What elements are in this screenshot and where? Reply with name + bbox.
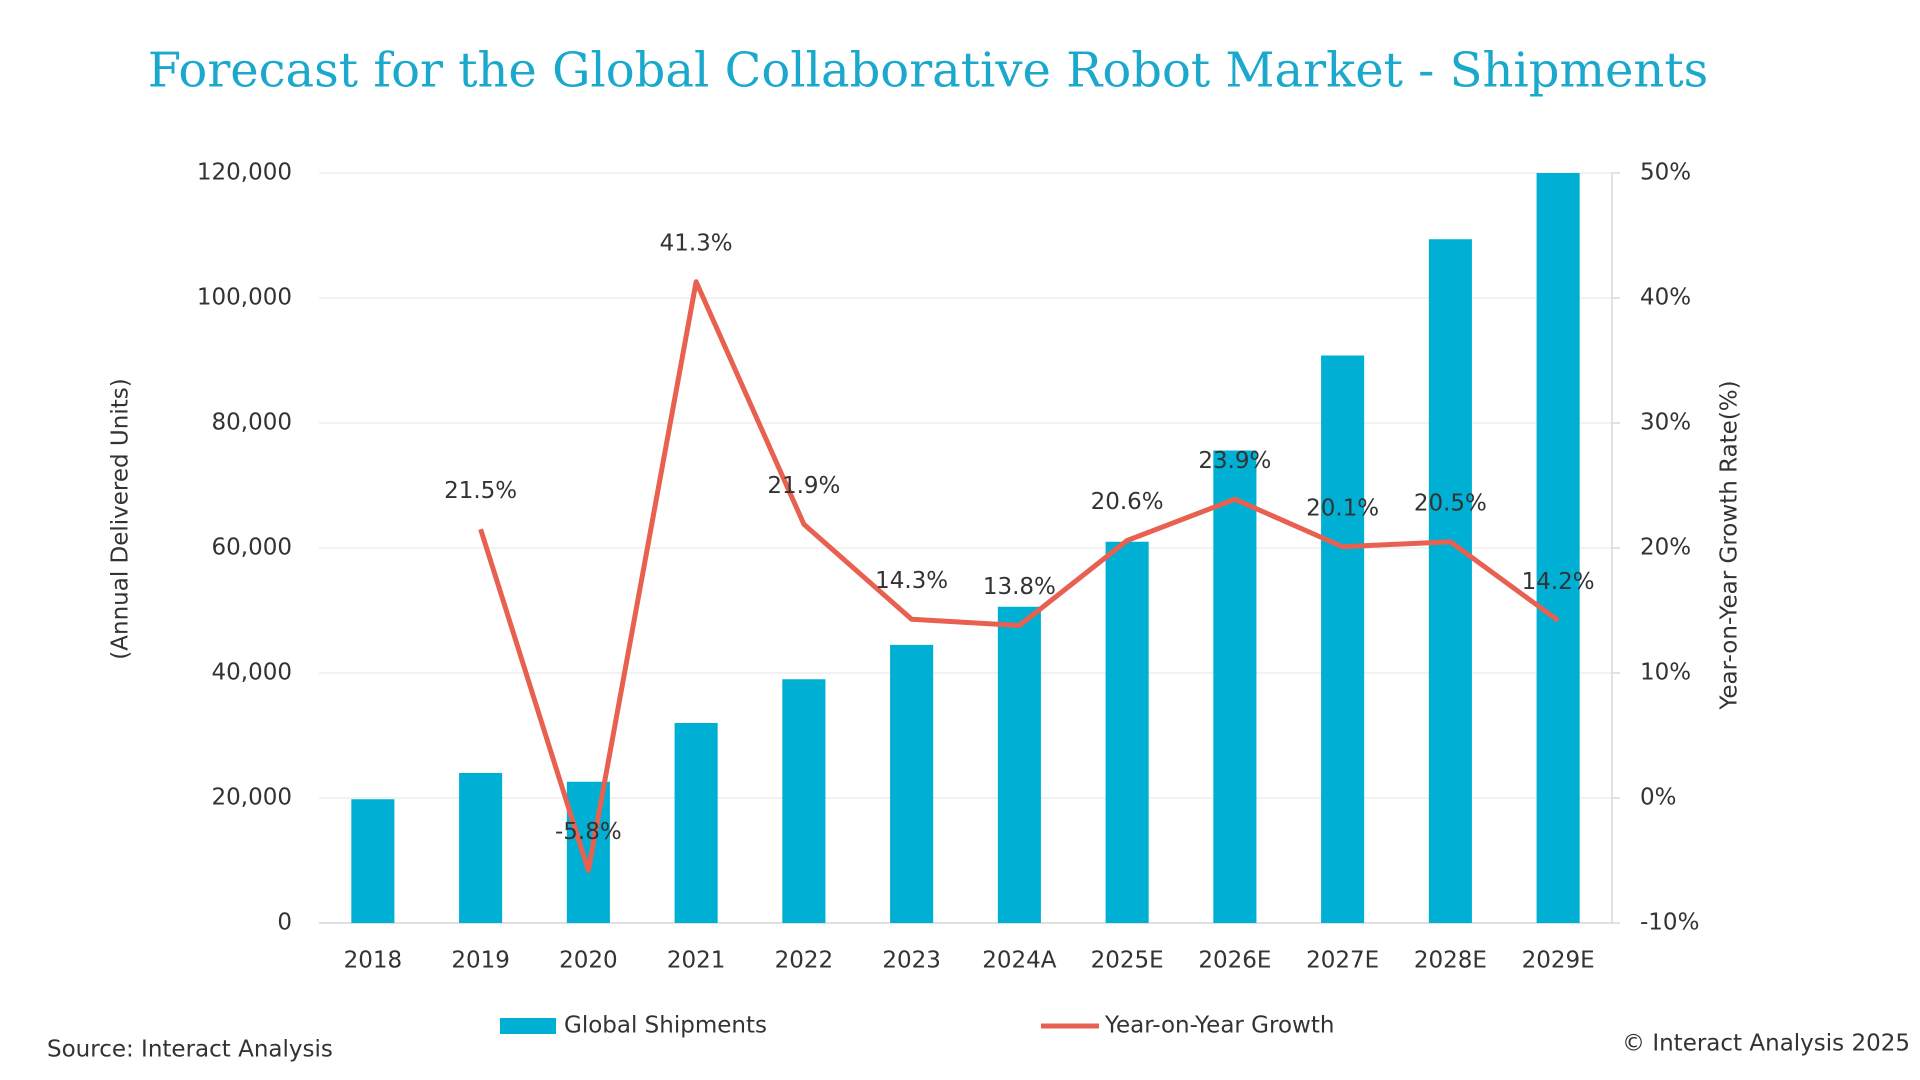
legend-label: Year-on-Year Growth	[1104, 1013, 1334, 1039]
legend-label: Global Shipments	[564, 1013, 767, 1039]
chart-title: Forecast for the Global Collaborative Ro…	[148, 43, 1709, 99]
y2-tick-label: -10%	[1640, 910, 1699, 936]
y2-tick-label: 0%	[1640, 785, 1677, 811]
x-tick-label: 2018	[344, 948, 403, 974]
x-tick-label: 2020	[559, 948, 618, 974]
y-tick-label: 0	[277, 910, 292, 936]
y2-tick-label: 30%	[1640, 410, 1691, 436]
x-tick-label: 2019	[451, 948, 510, 974]
bar	[997, 606, 1041, 923]
data-label: 20.6%	[1091, 489, 1164, 515]
source-note: Source: Interact Analysis	[47, 1037, 333, 1063]
credit-note: © Interact Analysis 2025	[1622, 1031, 1910, 1057]
bar	[1321, 355, 1365, 923]
x-tick-label: 2025E	[1091, 948, 1164, 974]
y2-tick-label: 20%	[1640, 535, 1691, 561]
y-tick-label: 100,000	[197, 285, 292, 311]
data-label: 21.5%	[444, 478, 517, 504]
bar	[1105, 541, 1149, 923]
x-tick-label: 2027E	[1306, 948, 1379, 974]
y2-tick-label: 40%	[1640, 285, 1691, 311]
y-tick-label: 40,000	[212, 660, 292, 686]
bar	[782, 679, 826, 923]
data-label: 20.1%	[1306, 495, 1379, 521]
y-tick-label: 60,000	[212, 535, 292, 561]
bar	[1428, 239, 1472, 923]
x-tick-label: 2021	[667, 948, 726, 974]
y2-axis-label: Year-on-Year Growth Rate(%)	[1717, 380, 1743, 710]
x-tick-label: 2026E	[1198, 948, 1271, 974]
line	[478, 279, 1560, 873]
y2-tick-label: 50%	[1640, 160, 1691, 186]
bar	[1213, 450, 1257, 923]
x-tick-label: 2022	[775, 948, 834, 974]
data-label: 21.9%	[767, 473, 840, 499]
data-label: 41.3%	[660, 230, 733, 256]
y-axis-label: (Annual Delivered Units)	[108, 378, 134, 659]
data-label: 13.8%	[983, 574, 1056, 600]
data-label: 20.5%	[1414, 490, 1487, 516]
x-tick-label: 2028E	[1414, 948, 1487, 974]
y-tick-label: 120,000	[197, 160, 292, 186]
x-tick-label: 2029E	[1522, 948, 1595, 974]
bar	[566, 781, 610, 923]
bar	[1536, 173, 1580, 923]
data-label: 14.2%	[1522, 569, 1595, 595]
x-tick-label: 2023	[882, 948, 941, 974]
x-tick-label: 2024A	[982, 948, 1057, 974]
bar	[674, 723, 718, 923]
data-label: 23.9%	[1198, 448, 1271, 474]
bar	[890, 644, 934, 923]
bar	[459, 773, 503, 923]
legend-swatch	[500, 1018, 556, 1034]
data-label: 14.3%	[875, 568, 948, 594]
data-label: -5.8%	[555, 819, 622, 845]
bar	[351, 799, 395, 923]
y-tick-label: 80,000	[212, 410, 292, 436]
y-tick-label: 20,000	[212, 785, 292, 811]
y2-tick-label: 10%	[1640, 660, 1691, 686]
